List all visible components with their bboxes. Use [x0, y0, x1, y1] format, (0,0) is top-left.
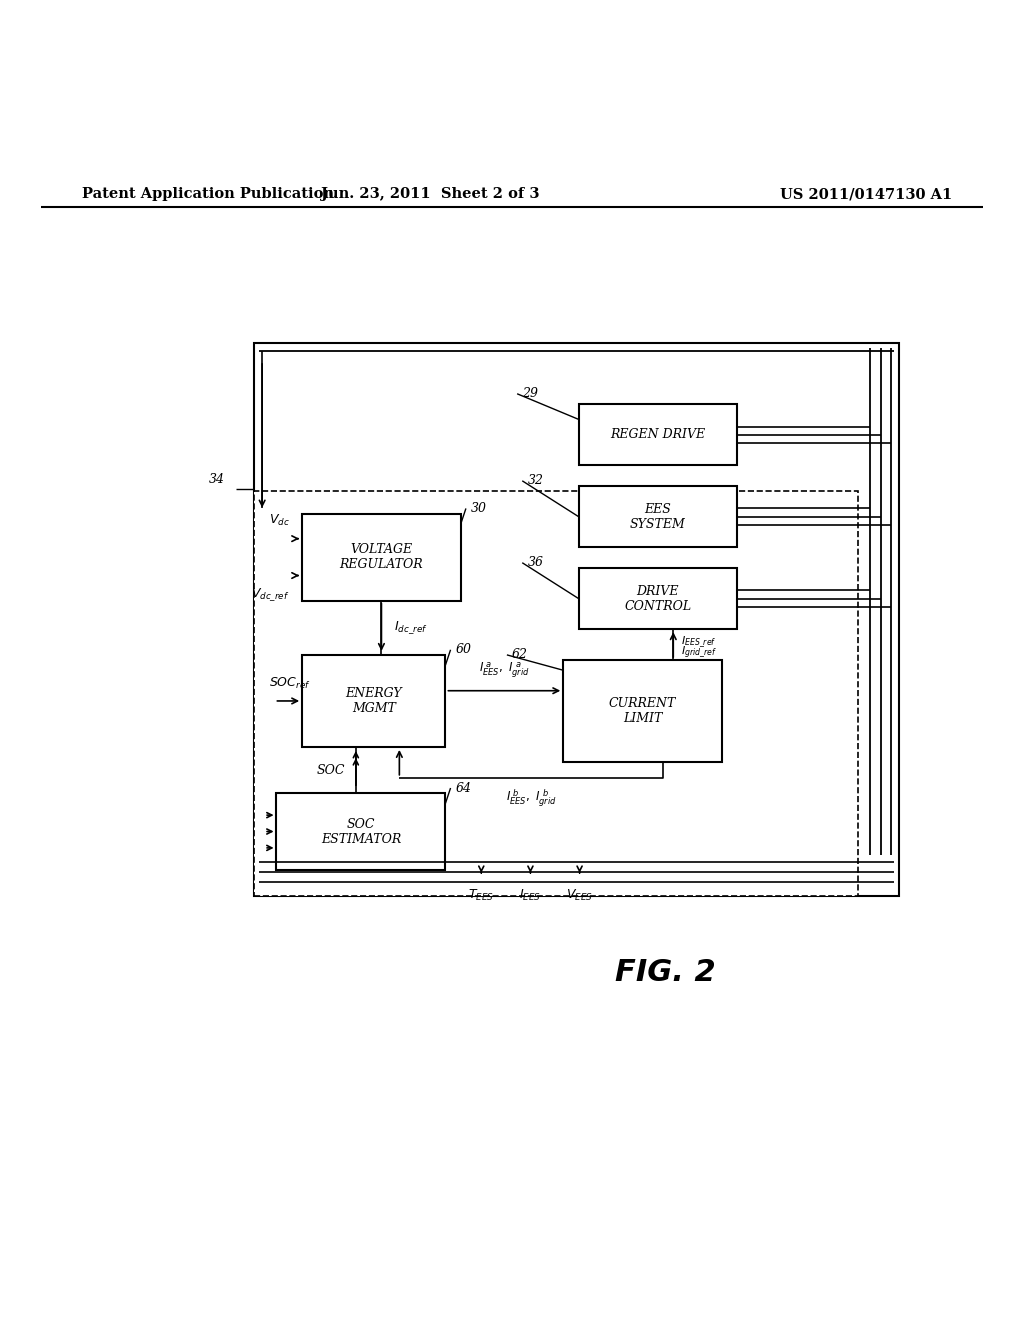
- Text: CURRENT
LIMIT: CURRENT LIMIT: [609, 697, 676, 725]
- Text: $T_{EES}$: $T_{EES}$: [468, 888, 495, 903]
- Text: $V_{dc\_ref}$: $V_{dc\_ref}$: [251, 586, 290, 602]
- Bar: [563, 660, 722, 763]
- Text: $V_{EES}$: $V_{EES}$: [566, 888, 593, 903]
- Text: $I_{EES}^{\ a},\ I_{grid}^{\ a}$: $I_{EES}^{\ a},\ I_{grid}^{\ a}$: [479, 661, 529, 681]
- Bar: [579, 568, 737, 630]
- Bar: [254, 491, 858, 895]
- Text: REGEN DRIVE: REGEN DRIVE: [610, 428, 706, 441]
- Bar: [302, 513, 461, 601]
- Text: $I_{grid\_ref}$: $I_{grid\_ref}$: [682, 644, 718, 660]
- Text: EES
SYSTEM: EES SYSTEM: [630, 503, 686, 531]
- Bar: [254, 343, 899, 895]
- Text: DRIVE
CONTROL: DRIVE CONTROL: [625, 585, 691, 612]
- Text: $I_{EES}$: $I_{EES}$: [519, 888, 542, 903]
- Text: 62: 62: [512, 648, 528, 661]
- Bar: [579, 486, 737, 548]
- Text: Patent Application Publication: Patent Application Publication: [82, 187, 334, 201]
- Text: FIG. 2: FIG. 2: [615, 958, 716, 987]
- Bar: [302, 655, 445, 747]
- Text: VOLTAGE
REGULATOR: VOLTAGE REGULATOR: [340, 543, 423, 572]
- Text: SOC
ESTIMATOR: SOC ESTIMATOR: [321, 817, 401, 846]
- Text: $I_{EES}^{\ b},\ I_{grid}^{\ b}$: $I_{EES}^{\ b},\ I_{grid}^{\ b}$: [506, 788, 557, 809]
- Text: 36: 36: [527, 556, 544, 569]
- Text: SOC: SOC: [317, 763, 346, 776]
- Text: 32: 32: [527, 474, 544, 487]
- Text: 29: 29: [522, 387, 539, 400]
- Bar: [276, 793, 445, 870]
- Text: Jun. 23, 2011  Sheet 2 of 3: Jun. 23, 2011 Sheet 2 of 3: [321, 187, 540, 201]
- Text: $SOC_{ref}$: $SOC_{ref}$: [269, 676, 311, 690]
- Text: ENERGY
MGMT: ENERGY MGMT: [345, 686, 402, 715]
- Bar: [579, 404, 737, 466]
- Text: 30: 30: [471, 502, 487, 515]
- Text: 64: 64: [456, 781, 472, 795]
- Text: $I_{dc\_ref}$: $I_{dc\_ref}$: [393, 619, 427, 636]
- Text: 60: 60: [456, 643, 472, 656]
- Text: $I_{EES\_ref}$: $I_{EES\_ref}$: [682, 635, 717, 649]
- Text: $V_{dc}$: $V_{dc}$: [269, 513, 290, 528]
- Text: 34: 34: [209, 473, 225, 486]
- Text: US 2011/0147130 A1: US 2011/0147130 A1: [780, 187, 952, 201]
